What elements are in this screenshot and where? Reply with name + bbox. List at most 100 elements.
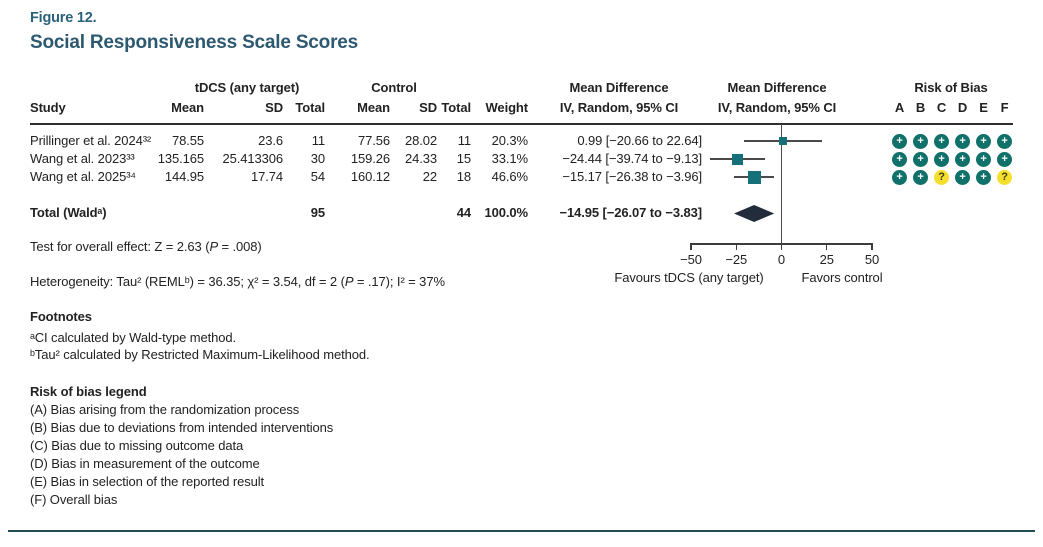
heterogeneity-stats: Heterogeneity: Tau² (REMLᵇ) = 36.35; χ² … bbox=[30, 274, 445, 290]
rob-legend-item-d: (D) Bias in measurement of the outcome bbox=[30, 456, 260, 471]
col-header-mean-tdcs: Mean bbox=[171, 100, 204, 115]
tdcs-total: 54 bbox=[310, 169, 325, 184]
study-name: Wang et al. 2023³³ bbox=[30, 151, 135, 166]
rob-judgement-icon: + bbox=[997, 151, 1012, 167]
rob-judgement-icon: + bbox=[976, 133, 991, 149]
x-axis-tick-label: 25 bbox=[819, 252, 834, 267]
mean-difference-ci: 0.99 [−20.66 to 22.64] bbox=[577, 133, 702, 148]
zero-reference-line bbox=[780, 124, 783, 243]
total-row-label: Total (Waldᵃ) bbox=[30, 205, 107, 220]
group-header-risk-of-bias: Risk of Bias bbox=[914, 80, 988, 95]
control-sd: 22 bbox=[422, 169, 437, 184]
tdcs-total: 11 bbox=[311, 133, 325, 148]
tdcs-mean: 144.95 bbox=[164, 169, 204, 184]
rob-letter-e: E bbox=[979, 100, 988, 115]
rob-legend-item-c: (C) Bias due to missing outcome data bbox=[30, 438, 244, 453]
control-total: 18 bbox=[456, 169, 471, 184]
group-header-md-plot: Mean Difference bbox=[727, 80, 827, 95]
mean-difference-ci: −15.17 [−26.38 to −3.96] bbox=[562, 169, 702, 184]
rob-judgement-icon: + bbox=[892, 133, 907, 149]
x-axis-tick bbox=[780, 243, 783, 250]
effect-size-marker bbox=[731, 153, 743, 165]
x-axis-tick bbox=[871, 243, 873, 250]
total-tdcs-n: 95 bbox=[310, 205, 325, 220]
bottom-divider-rule bbox=[8, 530, 1035, 532]
x-axis-tick-label: 50 bbox=[864, 252, 880, 267]
p-symbol: P bbox=[209, 239, 219, 254]
footnote-b: ᵇTau² calculated by Restricted Maximum-L… bbox=[30, 347, 370, 362]
rob-letter-header-row: A B C D E F bbox=[892, 100, 1012, 115]
rob-judgement-icon: + bbox=[934, 133, 949, 149]
tdcs-mean: 78.55 bbox=[171, 133, 204, 148]
mean-difference-ci: −24.44 [−39.74 to −9.13] bbox=[562, 151, 702, 166]
pooled-effect-diamond-icon bbox=[734, 204, 775, 222]
effect-size-marker bbox=[747, 170, 761, 184]
rob-legend-heading: Risk of bias legend bbox=[30, 384, 147, 399]
col-header-weight: Weight bbox=[485, 100, 529, 115]
rob-judgement-icon: + bbox=[976, 151, 991, 167]
heterogeneity-text: = .17); I² = 37% bbox=[353, 274, 445, 289]
rob-judgement-icon: + bbox=[955, 151, 970, 167]
control-mean: 160.12 bbox=[350, 169, 390, 184]
rob-icon-row: + + + + + + bbox=[892, 151, 1012, 167]
rob-judgement-icon: ? bbox=[997, 169, 1012, 185]
control-total: 11 bbox=[457, 133, 471, 148]
x-axis-tick bbox=[735, 243, 737, 250]
rob-legend-item-f: (F) Overall bias bbox=[30, 492, 118, 507]
total-mean-difference-ci: −14.95 [−26.07 to −3.83] bbox=[559, 205, 702, 220]
figure-number: Figure 12. bbox=[30, 10, 97, 26]
control-total: 15 bbox=[456, 151, 471, 166]
x-axis-tick-label: 0 bbox=[777, 252, 786, 267]
rob-judgement-icon: + bbox=[955, 133, 970, 149]
total-weight: 100.0% bbox=[484, 205, 529, 220]
rob-judgement-icon: + bbox=[913, 133, 928, 149]
total-control-n: 44 bbox=[456, 205, 471, 220]
rob-icon-row: + + ? + + ? bbox=[892, 169, 1012, 185]
rob-judgement-icon: ? bbox=[934, 169, 949, 185]
footnotes-heading: Footnotes bbox=[30, 309, 92, 324]
study-name: Prillinger et al. 2024³² bbox=[30, 133, 152, 148]
col-header-total-control: Total bbox=[441, 100, 471, 115]
tdcs-sd: 17.74 bbox=[250, 169, 283, 184]
rob-letter-d: D bbox=[957, 100, 968, 115]
axis-right-label: Favors control bbox=[801, 270, 883, 285]
weight-value: 33.1% bbox=[491, 151, 528, 166]
rob-letter-b: B bbox=[915, 100, 926, 115]
rob-judgement-icon: + bbox=[913, 151, 928, 167]
rob-letter-f: F bbox=[1000, 100, 1009, 115]
heterogeneity-text: Heterogeneity: Tau² (REMLᵇ) = 36.35; χ² … bbox=[30, 274, 345, 289]
overall-effect-text: Test for overall effect: Z = 2.63 ( bbox=[30, 239, 210, 254]
x-axis-tick-label: −25 bbox=[725, 252, 748, 267]
group-header-tdcs: tDCS (any target) bbox=[194, 80, 300, 95]
control-mean: 77.56 bbox=[357, 133, 390, 148]
control-sd: 28.02 bbox=[404, 133, 437, 148]
rob-legend-item-a: (A) Bias arising from the randomization … bbox=[30, 402, 300, 417]
x-axis-tick bbox=[690, 243, 692, 250]
col-header-sd-tdcs: SD bbox=[265, 100, 283, 115]
rob-judgement-icon: + bbox=[976, 169, 991, 185]
rob-icon-row: + + + + + + bbox=[892, 133, 1012, 149]
effect-size-marker bbox=[779, 137, 788, 145]
rob-judgement-icon: + bbox=[997, 133, 1012, 149]
axis-left-label: Favours tDCS (any target) bbox=[614, 270, 764, 285]
weight-value: 46.6% bbox=[491, 169, 528, 184]
rob-legend-item-e: (E) Bias in selection of the reported re… bbox=[30, 474, 265, 489]
p-symbol: P bbox=[344, 274, 354, 289]
control-mean: 159.26 bbox=[350, 151, 390, 166]
control-sd: 24.33 bbox=[404, 151, 437, 166]
table-header-rule bbox=[30, 123, 1013, 125]
col-header-ci-text: IV, Random, 95% CI bbox=[559, 100, 679, 115]
rob-judgement-icon: + bbox=[955, 169, 970, 185]
group-header-control: Control bbox=[371, 80, 417, 95]
weight-value: 20.3% bbox=[491, 133, 528, 148]
figure-title: Social Responsiveness Scale Scores bbox=[30, 32, 358, 53]
rob-judgement-icon: + bbox=[913, 169, 928, 185]
overall-effect-text: = .008) bbox=[218, 239, 262, 254]
study-name: Wang et al. 2025³⁴ bbox=[30, 169, 136, 184]
rob-legend-item-b: (B) Bias due to deviations from intended… bbox=[30, 420, 334, 435]
rob-letter-c: C bbox=[936, 100, 947, 115]
col-header-study: Study bbox=[30, 100, 66, 115]
x-axis-tick bbox=[826, 243, 828, 250]
